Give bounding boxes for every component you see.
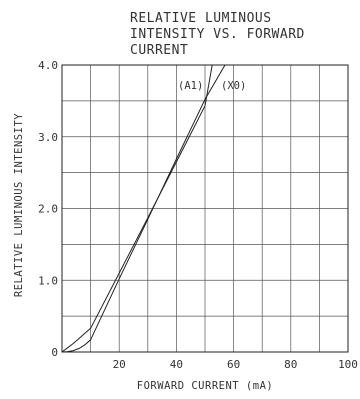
plot-area-border xyxy=(61,64,349,353)
x-tick-label: 80 xyxy=(284,358,297,371)
series-label-a1: (A1) xyxy=(178,80,203,92)
grid-lines xyxy=(62,65,348,352)
series-line-x0 xyxy=(61,64,226,353)
chart-title-line-1: RELATIVE LUMINOUS xyxy=(130,11,272,26)
y-tick-label: 2.0 xyxy=(38,203,58,216)
y-tick-label: 4.0 xyxy=(38,59,58,72)
tick-labels: 20 40 60 80 100 0 1.0 2.0 3.0 4.0 xyxy=(38,59,358,371)
x-axis-label: FORWARD CURRENT (mA) xyxy=(137,380,273,392)
chart-title-line-2: INTENSITY VS. FORWARD xyxy=(130,27,305,42)
y-tick-label: 0 xyxy=(51,346,58,359)
x-tick-label: 100 xyxy=(338,358,358,371)
x-tick-label: 40 xyxy=(170,358,183,371)
chart-title-line-3: CURRENT xyxy=(130,43,188,58)
series-label-x0: (X0) xyxy=(221,80,246,92)
x-tick-label: 20 xyxy=(113,358,126,371)
y-tick-label: 3.0 xyxy=(38,131,58,144)
series-labels: (A1) (X0) xyxy=(178,80,246,92)
series-line-a1 xyxy=(61,64,213,353)
y-tick-label: 1.0 xyxy=(38,274,58,287)
series-curves xyxy=(61,64,226,353)
y-axis-label: RELATIVE LUMINOUS INTENSITY xyxy=(13,113,25,297)
x-tick-label: 60 xyxy=(227,358,240,371)
plot-frame xyxy=(61,64,349,353)
